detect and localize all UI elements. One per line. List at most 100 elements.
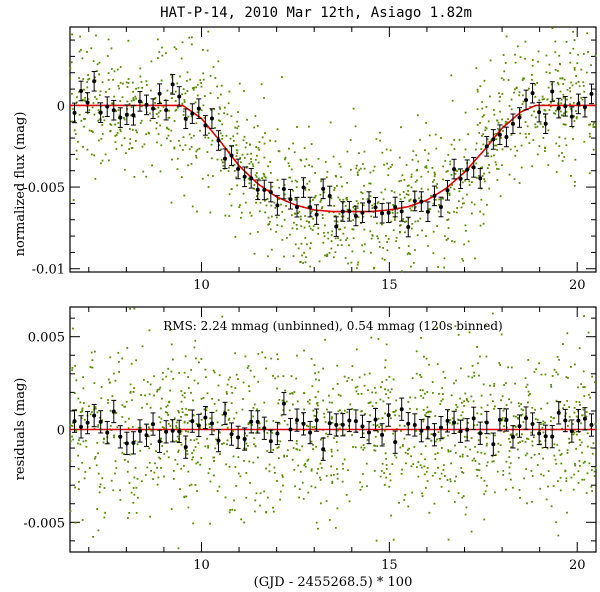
bottom-binned-point bbox=[478, 431, 483, 436]
bottom-unbinned-point bbox=[245, 472, 248, 474]
top-binned-point bbox=[295, 205, 300, 210]
bottom-unbinned-point bbox=[337, 393, 340, 396]
top-unbinned-point bbox=[428, 134, 431, 137]
bottom-unbinned-point bbox=[422, 418, 425, 421]
bottom-unbinned-point bbox=[313, 364, 316, 367]
bottom-binned-point bbox=[373, 417, 378, 422]
bottom-unbinned-point bbox=[515, 434, 518, 436]
top-unbinned-point bbox=[460, 206, 463, 209]
bottom-unbinned-point bbox=[312, 443, 314, 446]
top-unbinned-point bbox=[363, 250, 365, 253]
bottom-unbinned-point bbox=[153, 375, 155, 378]
top-unbinned-point bbox=[150, 60, 153, 63]
top-unbinned-point bbox=[229, 137, 232, 140]
top-unbinned-point bbox=[209, 92, 212, 95]
top-unbinned-point bbox=[258, 141, 261, 143]
bottom-unbinned-point bbox=[283, 455, 286, 458]
top-unbinned-point bbox=[189, 78, 192, 81]
top-unbinned-point bbox=[209, 75, 212, 77]
bottom-unbinned-point bbox=[293, 468, 296, 471]
bottom-unbinned-point bbox=[349, 403, 352, 406]
top-binned-point bbox=[556, 106, 561, 111]
bottom-unbinned-point bbox=[174, 458, 177, 461]
bottom-unbinned-point bbox=[187, 409, 190, 411]
top-unbinned-point bbox=[165, 126, 168, 129]
top-model-line bbox=[70, 104, 596, 213]
bottom-unbinned-point bbox=[123, 442, 126, 444]
bottom-unbinned-point bbox=[183, 421, 186, 424]
top-unbinned-point bbox=[560, 102, 563, 105]
bottom-unbinned-point bbox=[427, 411, 429, 414]
top-unbinned-point bbox=[225, 134, 228, 137]
bottom-unbinned-point bbox=[303, 408, 305, 411]
bottom-unbinned-point bbox=[82, 376, 85, 379]
bottom-unbinned-point bbox=[213, 371, 216, 374]
top-unbinned-point bbox=[104, 153, 107, 156]
top-unbinned-point bbox=[392, 229, 395, 232]
bottom-unbinned-point bbox=[143, 378, 145, 381]
bottom-unbinned-point bbox=[546, 447, 549, 450]
bottom-unbinned-point bbox=[434, 453, 437, 456]
bottom-unbinned-point bbox=[125, 400, 128, 403]
top-unbinned-point bbox=[541, 98, 544, 101]
bottom-unbinned-point bbox=[187, 376, 190, 378]
top-unbinned-point bbox=[167, 116, 170, 119]
top-binned-point bbox=[170, 82, 175, 87]
top-unbinned-point bbox=[381, 223, 383, 226]
top-unbinned-point bbox=[308, 188, 310, 191]
top-unbinned-point bbox=[387, 238, 390, 240]
top-unbinned-point bbox=[193, 86, 196, 89]
top-unbinned-point bbox=[487, 152, 489, 155]
bottom-unbinned-point bbox=[573, 473, 576, 476]
top-unbinned-point bbox=[259, 201, 262, 204]
bottom-unbinned-point bbox=[198, 361, 200, 364]
top-unbinned-point bbox=[118, 114, 121, 117]
bottom-unbinned-point bbox=[399, 446, 402, 449]
top-unbinned-point bbox=[308, 225, 311, 228]
bottom-unbinned-point bbox=[137, 426, 140, 429]
bottom-unbinned-point bbox=[560, 453, 563, 455]
bottom-unbinned-point bbox=[164, 411, 167, 413]
bottom-unbinned-point bbox=[121, 416, 124, 418]
bottom-unbinned-point bbox=[121, 404, 124, 407]
top-unbinned-point bbox=[335, 175, 338, 178]
top-unbinned-point bbox=[296, 126, 298, 128]
bottom-unbinned-point bbox=[553, 443, 556, 446]
top-unbinned-point bbox=[473, 203, 476, 206]
bottom-unbinned-point bbox=[130, 362, 133, 365]
bottom-unbinned-point bbox=[556, 355, 559, 358]
top-unbinned-point bbox=[554, 40, 557, 43]
bottom-unbinned-point bbox=[450, 462, 452, 465]
bottom-unbinned-point bbox=[538, 452, 541, 455]
top-unbinned-point bbox=[427, 188, 430, 191]
top-unbinned-point bbox=[157, 115, 160, 118]
top-unbinned-point bbox=[322, 231, 325, 234]
bottom-unbinned-point bbox=[99, 483, 102, 486]
bottom-unbinned-point bbox=[226, 426, 229, 429]
top-unbinned-point bbox=[127, 82, 130, 84]
top-unbinned-point bbox=[182, 110, 185, 113]
bottom-binned-point bbox=[223, 411, 228, 416]
bottom-unbinned-point bbox=[585, 492, 588, 494]
bottom-unbinned-point bbox=[575, 447, 577, 450]
top-unbinned-point bbox=[97, 109, 100, 111]
top-unbinned-point bbox=[218, 144, 221, 147]
top-unbinned-point bbox=[463, 243, 466, 246]
top-binned-point bbox=[92, 79, 97, 84]
bottom-unbinned-point bbox=[277, 446, 280, 448]
top-unbinned-point bbox=[135, 97, 138, 100]
top-unbinned-point bbox=[139, 122, 142, 124]
bottom-unbinned-point bbox=[298, 496, 300, 499]
bottom-unbinned-point bbox=[200, 418, 203, 421]
bottom-unbinned-point bbox=[85, 445, 88, 448]
bottom-unbinned-point bbox=[419, 433, 421, 435]
top-unbinned-point bbox=[399, 198, 402, 201]
top-unbinned-point bbox=[432, 230, 435, 233]
top-unbinned-point bbox=[196, 111, 199, 114]
top-unbinned-point bbox=[302, 262, 305, 264]
bottom-unbinned-point bbox=[214, 447, 217, 450]
top-unbinned-point bbox=[592, 123, 595, 126]
bottom-unbinned-point bbox=[172, 470, 175, 472]
top-unbinned-point bbox=[436, 225, 439, 228]
bottom-unbinned-point bbox=[467, 422, 469, 424]
